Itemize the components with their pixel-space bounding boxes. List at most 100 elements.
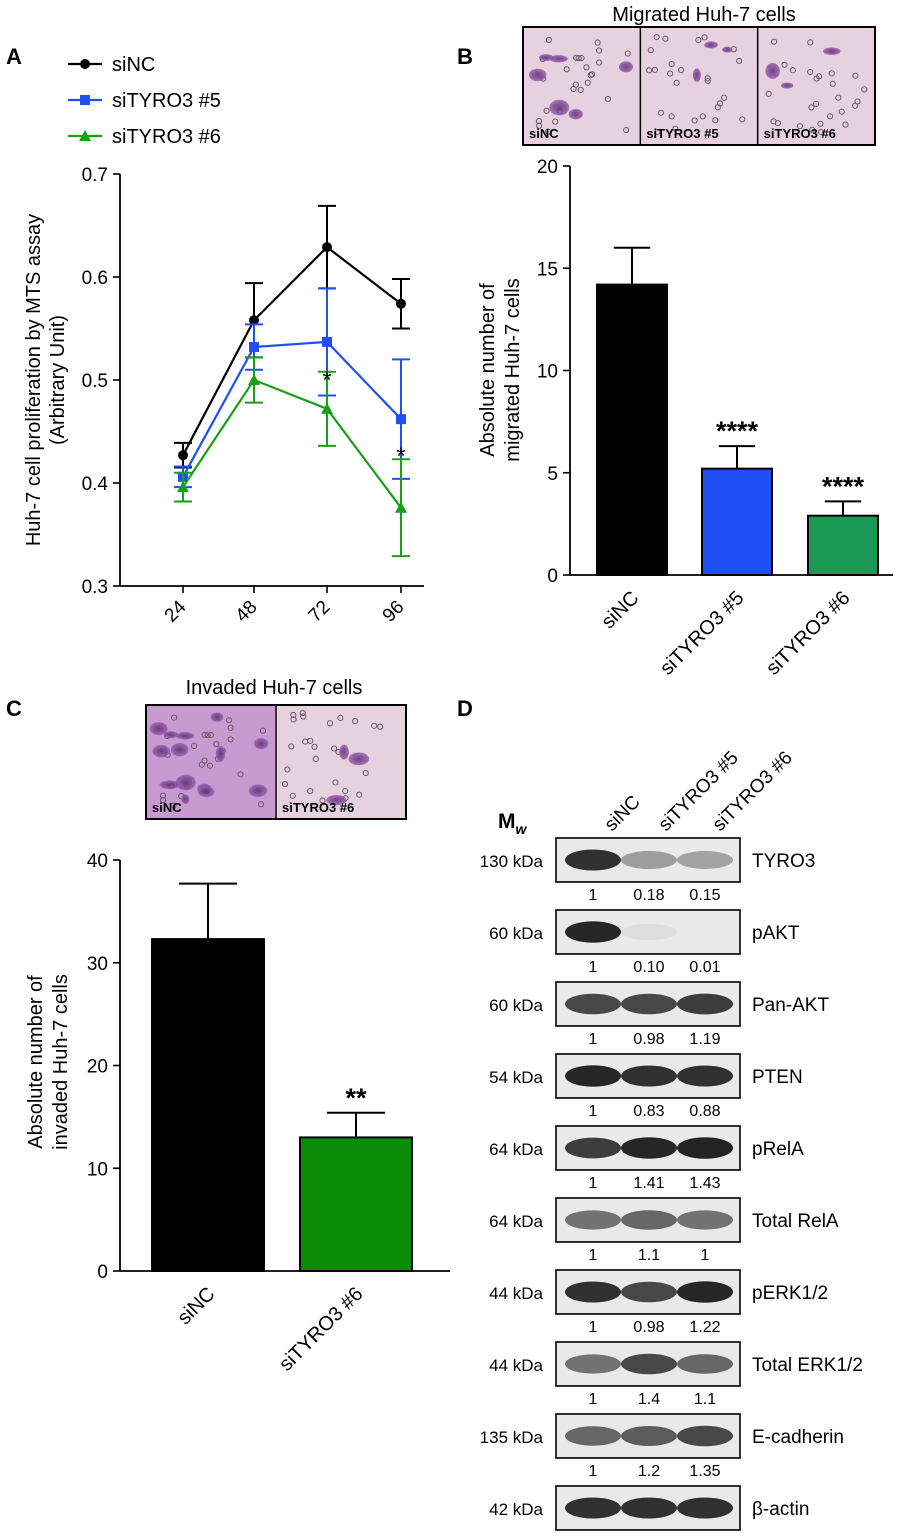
y-axis-label: Absolute number of <box>477 283 499 457</box>
membrane-pore <box>300 713 307 720</box>
band-quantification: 1.1 <box>694 1391 716 1408</box>
membrane-pore <box>356 791 363 798</box>
y-tick-label: 5 <box>547 464 558 485</box>
migrated-micrographs: siNC siTYRO3 #5 siTYRO3 #6 <box>522 26 876 146</box>
membrane-pore <box>595 59 603 66</box>
micrograph-panel <box>758 28 874 144</box>
membrane-pore <box>577 86 584 94</box>
membrane-pore <box>826 113 834 120</box>
protein-label: pAKT <box>752 923 800 944</box>
stained-cell <box>210 712 224 722</box>
stained-cell <box>339 744 349 760</box>
membrane-pore <box>288 743 295 750</box>
blot-band <box>621 1426 677 1446</box>
migrated-title: Migrated Huh-7 cells <box>612 4 795 26</box>
panel-label-b: B <box>457 44 473 69</box>
x-category-label: siTYRO3 #6 <box>762 587 855 680</box>
blot-band <box>677 1210 733 1230</box>
membrane-pore <box>302 738 309 745</box>
stained-cell <box>528 68 547 82</box>
membrane-pore <box>535 118 543 125</box>
panel-c: Invaded Huh-7 cells siNC siTYRO3 #6 0 10 20… <box>25 677 450 1376</box>
membrane-pore <box>817 128 825 136</box>
blot-band <box>565 1137 621 1159</box>
membrane-pore <box>332 779 339 786</box>
membrane-pore <box>545 36 552 44</box>
y-axis-label-line2: migrated Huh-7 cells <box>502 278 524 461</box>
stained-cell <box>152 745 171 758</box>
membrane-pore <box>311 743 318 750</box>
protein-label: pERK1/2 <box>752 1283 828 1304</box>
micrograph-label: siNC <box>152 800 182 815</box>
blot-band <box>621 1210 677 1230</box>
blot-band <box>621 1281 677 1303</box>
membrane-pore <box>570 85 577 93</box>
membrane-pore <box>699 113 706 120</box>
data-point <box>321 402 333 414</box>
legend-label: siTYRO3 #5 <box>112 90 221 112</box>
membrane-pore <box>589 71 596 78</box>
micrograph-panel <box>147 706 275 818</box>
protein-label: Pan-AKT <box>752 995 829 1016</box>
mw-header: Mw <box>498 810 528 837</box>
membrane-pore <box>838 108 845 115</box>
membrane-pore <box>739 116 746 123</box>
bar-2 <box>807 514 879 577</box>
panel-label-a: A <box>6 44 22 69</box>
stained-cell <box>692 68 701 82</box>
mw-marker: 64 kDa <box>489 1212 543 1231</box>
invaded-micrographs: siNC siTYRO3 #6 <box>145 704 407 820</box>
membrane-pore <box>668 60 675 68</box>
x-tick-label: 72 <box>305 597 335 627</box>
membrane-pore <box>653 33 660 41</box>
membrane-pore <box>204 732 211 739</box>
membrane-pore <box>237 771 244 778</box>
legend-marker <box>80 59 90 69</box>
panel-a-line-chart: siNC siTYRO3 #5 siTYRO3 #6 0.3 0.4 0.5 0.6 0.7… <box>23 54 424 626</box>
blot-band <box>565 1354 621 1374</box>
membrane-pore <box>225 717 233 724</box>
membrane-pore <box>720 94 728 101</box>
stained-cell <box>568 108 583 120</box>
band-quantification: 1 <box>589 1031 598 1048</box>
series-line-2 <box>182 378 402 509</box>
legend-marker <box>80 95 90 105</box>
membrane-pore <box>201 757 208 764</box>
band-quantification: 1.35 <box>689 1463 720 1480</box>
band-quantification: 1 <box>589 1391 598 1408</box>
stained-cell <box>549 55 568 63</box>
blot-band <box>621 850 677 870</box>
stained-cell <box>175 732 195 740</box>
x-category-label: siTYRO3 #6 <box>275 1283 368 1376</box>
membrane-pore <box>319 797 326 804</box>
blot-band <box>677 1065 733 1087</box>
y-tick-label: 0.6 <box>82 268 108 289</box>
membrane-pore <box>594 39 601 46</box>
y-tick-label: 30 <box>87 954 108 975</box>
y-axis-label-line2: invaded Huh-7 cells <box>50 974 72 1150</box>
mw-marker: 135 kDa <box>480 1428 544 1447</box>
data-point <box>396 298 406 309</box>
significance-marker: * <box>322 367 331 394</box>
membrane-pore <box>704 77 711 85</box>
membrane-pore <box>657 109 665 116</box>
membrane-pore <box>284 766 291 773</box>
band-quantification: 0.15 <box>689 887 720 904</box>
stained-cell <box>823 47 841 56</box>
significance-label: **** <box>822 471 865 501</box>
bar-1 <box>299 1136 413 1273</box>
membrane-pore <box>352 718 359 725</box>
membrane-pore <box>198 761 205 768</box>
data-point <box>178 450 188 461</box>
membrane-pore <box>813 75 820 82</box>
x-category-label: siNC <box>597 587 643 633</box>
membrane-pore <box>362 769 369 777</box>
membrane-pore <box>654 128 661 136</box>
protein-label: β-actin <box>752 1499 809 1520</box>
membrane-pore <box>770 38 778 45</box>
y-tick-label: 15 <box>537 259 558 280</box>
protein-label: Total ERK1/2 <box>752 1355 863 1376</box>
membrane-pore <box>159 796 167 804</box>
band-quantification: 0.01 <box>689 959 720 976</box>
